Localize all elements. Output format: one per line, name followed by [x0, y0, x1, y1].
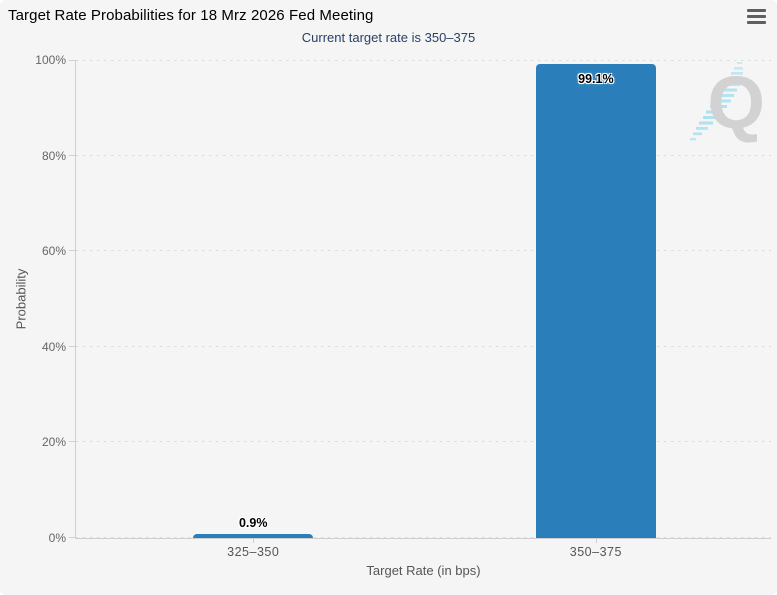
gridline-40: [76, 345, 771, 347]
gridline-20: [76, 441, 771, 443]
y-axis-title: Probability: [13, 268, 29, 330]
x-category-label: 325–350: [227, 545, 280, 559]
y-tick-label: 40%: [41, 339, 66, 354]
gridline-100: [76, 60, 771, 61]
plot-area: 0% 20% 40% 60% 80% 100%: [14, 53, 771, 578]
y-tickmark: [69, 537, 75, 538]
y-tickmark: [69, 154, 75, 156]
hamburger-menu-icon[interactable]: [747, 9, 767, 26]
hamburger-bar: [747, 14, 766, 19]
x-tickmark: [595, 538, 597, 543]
logo-letter-q: Q: [707, 61, 765, 144]
gridline-60: [76, 250, 771, 252]
x-tickmark: [253, 538, 255, 543]
chart-subtitle: Current target rate is 350–375: [301, 30, 476, 45]
y-tick-label: 100%: [35, 53, 66, 67]
y-tick-label: 0%: [48, 531, 66, 545]
bar-group-325-350: 0.9%: [193, 60, 314, 538]
hamburger-bar: [747, 9, 766, 13]
y-tickmark: [69, 345, 75, 347]
quikstrike-logo-watermark: Q: [687, 60, 765, 148]
probability-bar-325-350[interactable]: [193, 533, 314, 538]
bar-group-350-375: 99.1%: [535, 60, 656, 538]
chart-title: Target Rate Probabilities for 18 Mrz 202…: [8, 7, 374, 24]
logo-stripes: [690, 62, 743, 141]
y-tick-label: 80%: [41, 148, 66, 163]
y-tickmark: [69, 60, 75, 61]
gridline-0: [76, 537, 771, 538]
hamburger-bar: [747, 20, 766, 24]
gridline-80: [76, 154, 771, 156]
x-axis-title: Target Rate (in bps): [366, 563, 481, 578]
y-tickmark: [69, 250, 75, 252]
y-tick-label: 20%: [41, 435, 66, 450]
bar-value-label: 99.1%: [578, 72, 614, 87]
probability-bar-350-375[interactable]: [535, 64, 656, 538]
y-tickmark: [69, 441, 75, 443]
bar-value-label: 0.9%: [238, 515, 268, 530]
x-category-label: 350–375: [569, 545, 622, 559]
y-tick-label: 60%: [41, 244, 66, 259]
